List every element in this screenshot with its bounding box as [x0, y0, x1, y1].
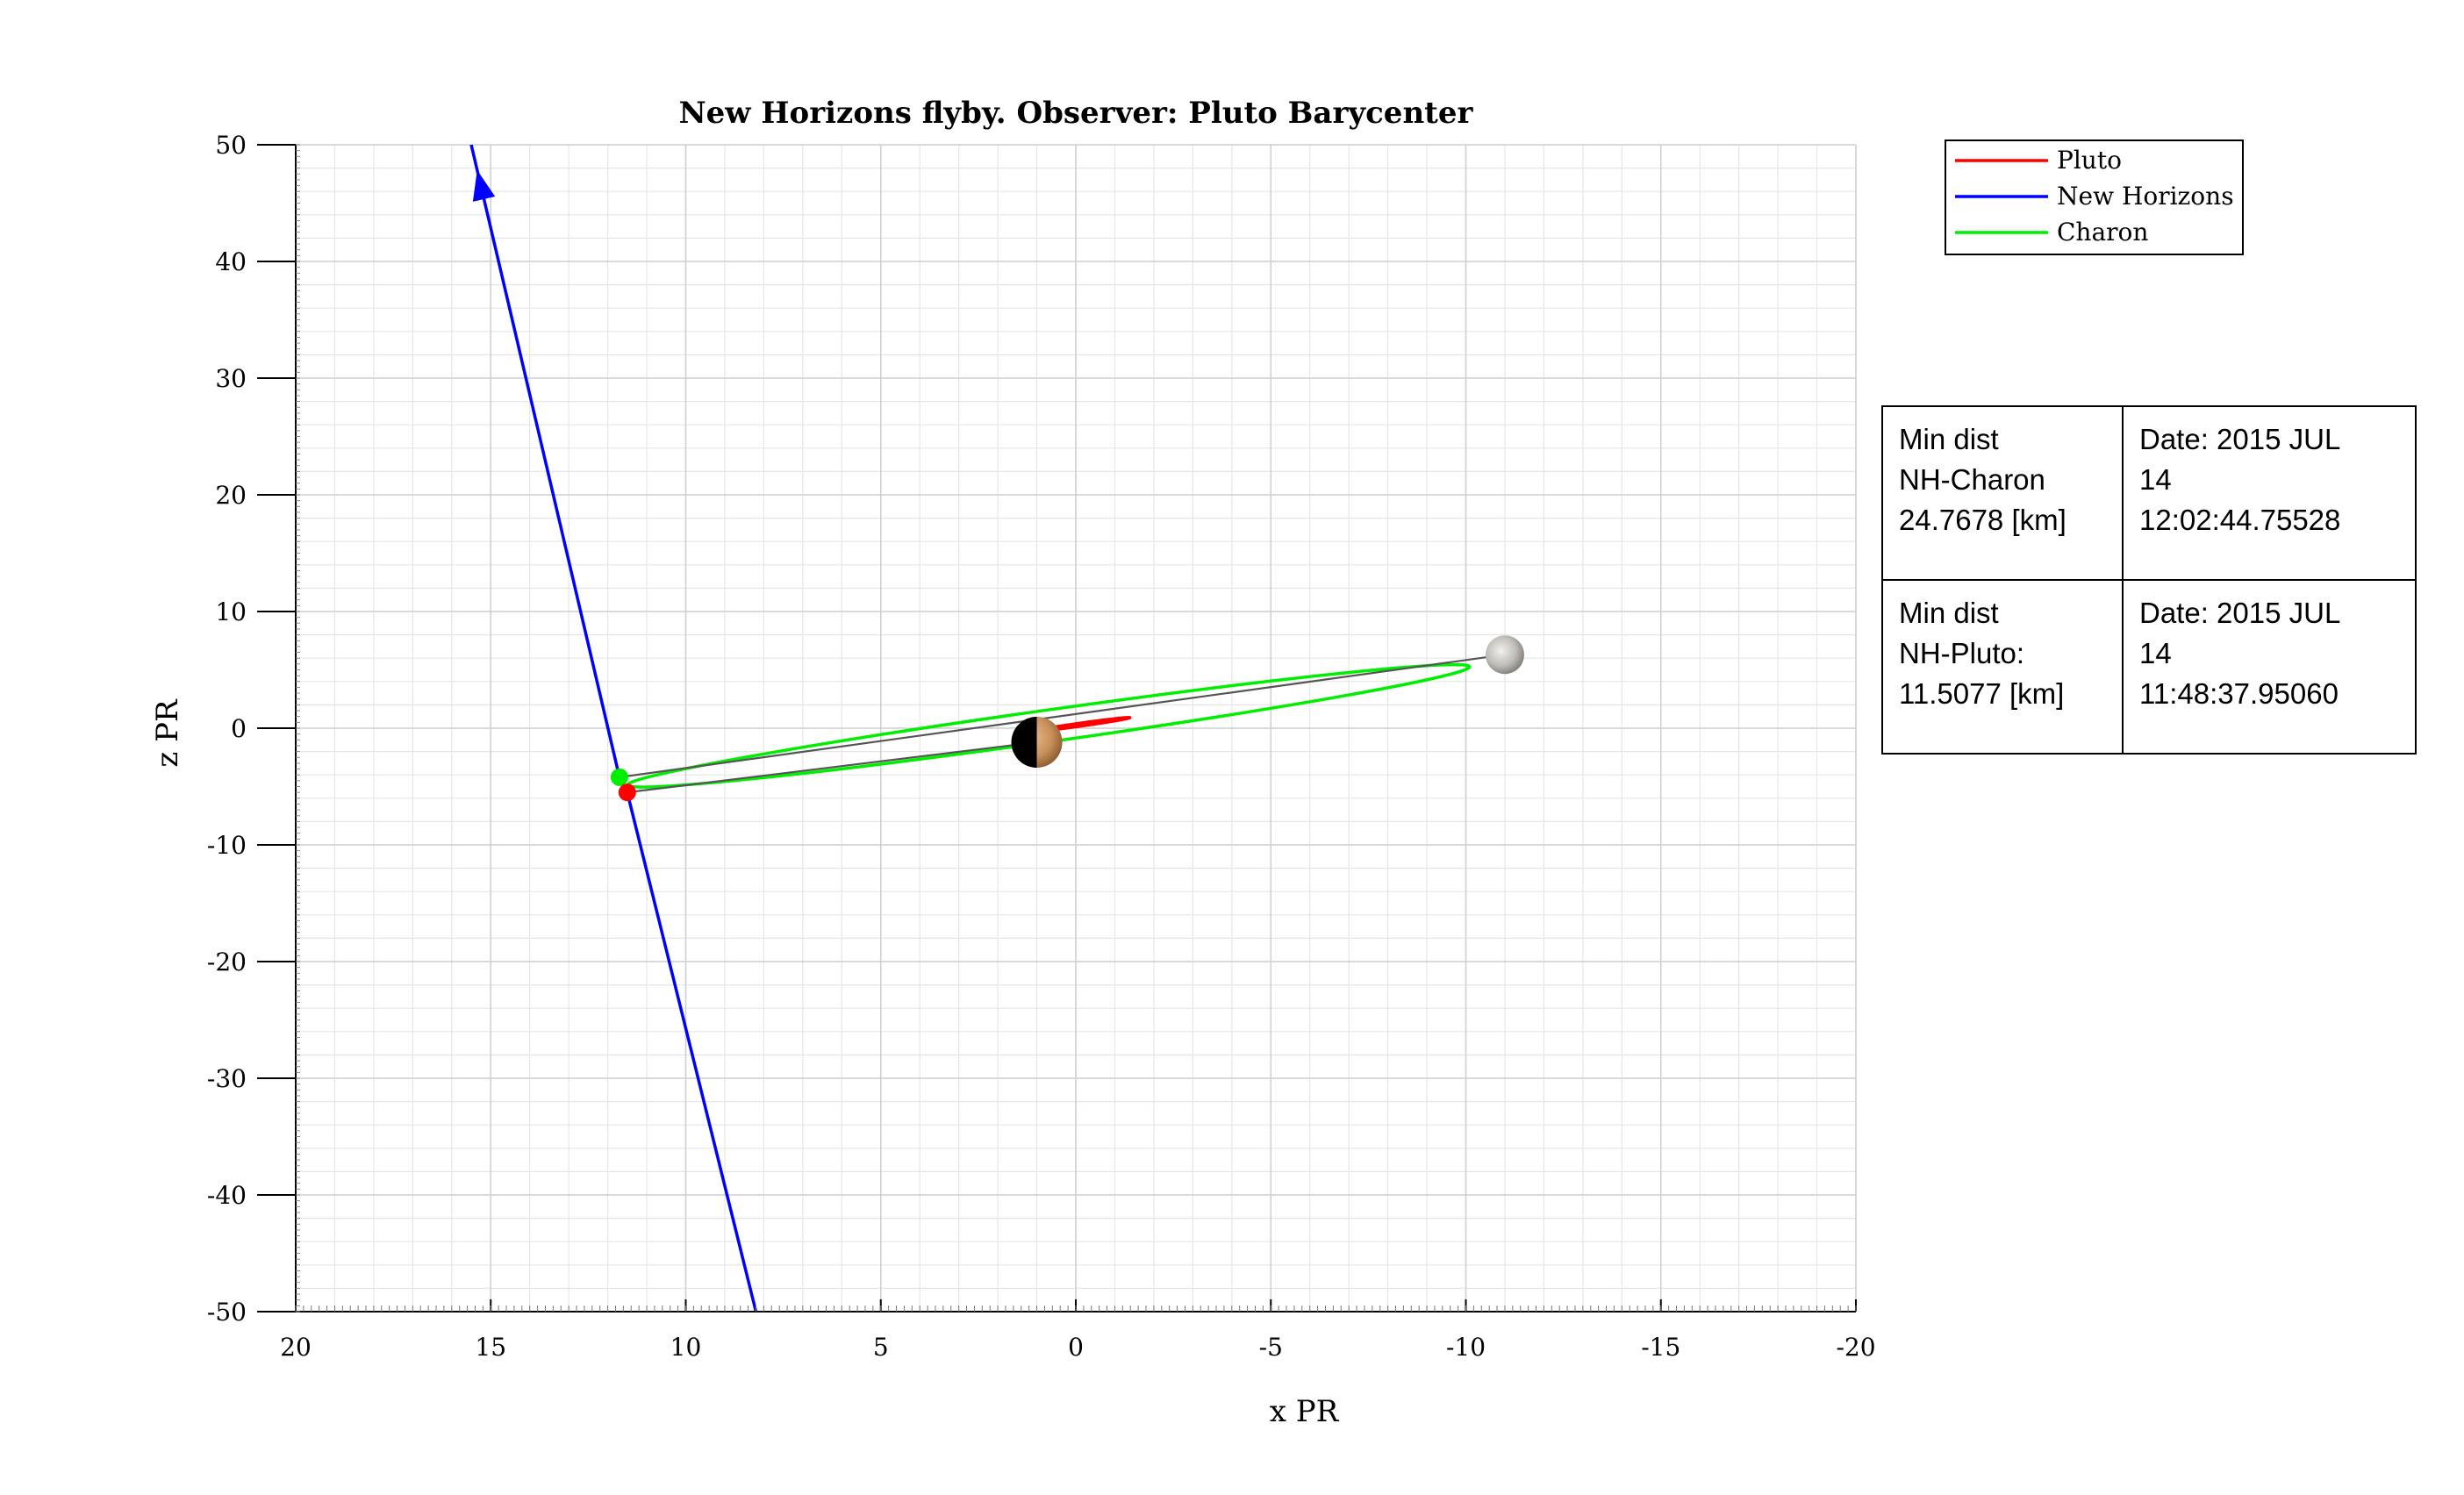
min-distance-table: Min dist NH-Charon 24.7678 [km] Date: 20… — [1881, 405, 2417, 755]
x-tick-label: 5 — [873, 1333, 889, 1362]
legend-label-charon: Charon — [2057, 218, 2148, 247]
pluto-night-side — [1011, 716, 1037, 768]
x-tick-label: 10 — [670, 1333, 702, 1362]
table-row: Min dist NH-Pluto: 11.5077 [km] Date: 20… — [1881, 579, 2417, 755]
x-tick-label: -10 — [1446, 1333, 1486, 1362]
cell-line: 11.5077 [km] — [1899, 677, 2065, 710]
x-tick-label: -5 — [1259, 1333, 1283, 1362]
x-tick-label: 15 — [475, 1333, 506, 1362]
cell-line: Min dist — [1899, 423, 1999, 455]
y-tick-label: -20 — [207, 948, 247, 976]
chart-title: New Horizons flyby. Observer: Pluto Bary… — [679, 96, 1474, 131]
legend-label-pluto: Pluto — [2057, 146, 2122, 175]
y-tick-label: -30 — [207, 1064, 247, 1093]
connector-line — [627, 740, 1037, 794]
table-cell: Min dist NH-Pluto: 11.5077 [km] — [1881, 579, 2124, 755]
x-tick-label: 0 — [1068, 1333, 1084, 1362]
y-tick-label: -40 — [207, 1181, 247, 1210]
connector-line — [619, 654, 1506, 778]
y-tick-label: 30 — [215, 364, 247, 393]
y-tick-label: 0 — [231, 714, 247, 743]
y-tick-label: 20 — [215, 481, 247, 510]
trajectory-arrow-icon — [472, 169, 496, 202]
y-tick-label: 40 — [215, 247, 247, 276]
y-axis-label: z PR — [150, 698, 185, 768]
cell-line: Min dist — [1899, 597, 1999, 629]
x-axis-label: x PR — [1270, 1394, 1340, 1429]
legend: Pluto New Horizons Charon — [1945, 139, 2244, 255]
cell-line: Date: 2015 JUL — [2139, 423, 2341, 455]
cell-line: 12:02:44.75528 — [2139, 504, 2341, 536]
x-tick-label: 20 — [280, 1333, 312, 1362]
cell-line: Date: 2015 JUL — [2139, 597, 2341, 629]
cell-line: NH-Charon — [1899, 463, 2045, 496]
charon-sphere — [1485, 635, 1524, 675]
closest-approach-marker — [618, 783, 636, 802]
x-tick-label: -15 — [1641, 1333, 1680, 1362]
y-tick-label: 50 — [215, 131, 247, 160]
cell-line: 24.7678 [km] — [1899, 504, 2066, 536]
pluto-body — [1011, 716, 1063, 768]
closest-approach-markers — [610, 768, 636, 802]
charon-body — [1485, 635, 1524, 675]
table-cell: Date: 2015 JUL 14 11:48:37.95060 — [2122, 579, 2417, 755]
cell-line: NH-Pluto: — [1899, 637, 2025, 669]
y-tick-label: 10 — [215, 597, 247, 626]
y-tick-label: -10 — [207, 831, 247, 860]
legend-label-new-horizons: New Horizons — [2057, 182, 2234, 211]
axis-ticks — [257, 144, 1857, 1313]
connector-lines — [619, 654, 1506, 794]
cell-line: 14 — [2139, 463, 2172, 496]
plot-area — [469, 145, 1524, 1312]
tick-labels: 20 15 10 5 0 -5 -10 -15 -2050403020100-10-20-30-… — [207, 131, 1876, 1362]
x-tick-label: -20 — [1836, 1333, 1875, 1362]
cell-line: 11:48:37.95060 — [2139, 677, 2339, 710]
y-tick-label: -50 — [207, 1298, 247, 1327]
table-row: Min dist NH-Charon 24.7678 [km] Date: 20… — [1881, 405, 2417, 581]
table-cell: Min dist NH-Charon 24.7678 [km] — [1881, 405, 2124, 581]
cell-line: 14 — [2139, 637, 2172, 669]
closest-approach-marker — [610, 768, 628, 786]
table-cell: Date: 2015 JUL 14 12:02:44.75528 — [2122, 405, 2417, 581]
